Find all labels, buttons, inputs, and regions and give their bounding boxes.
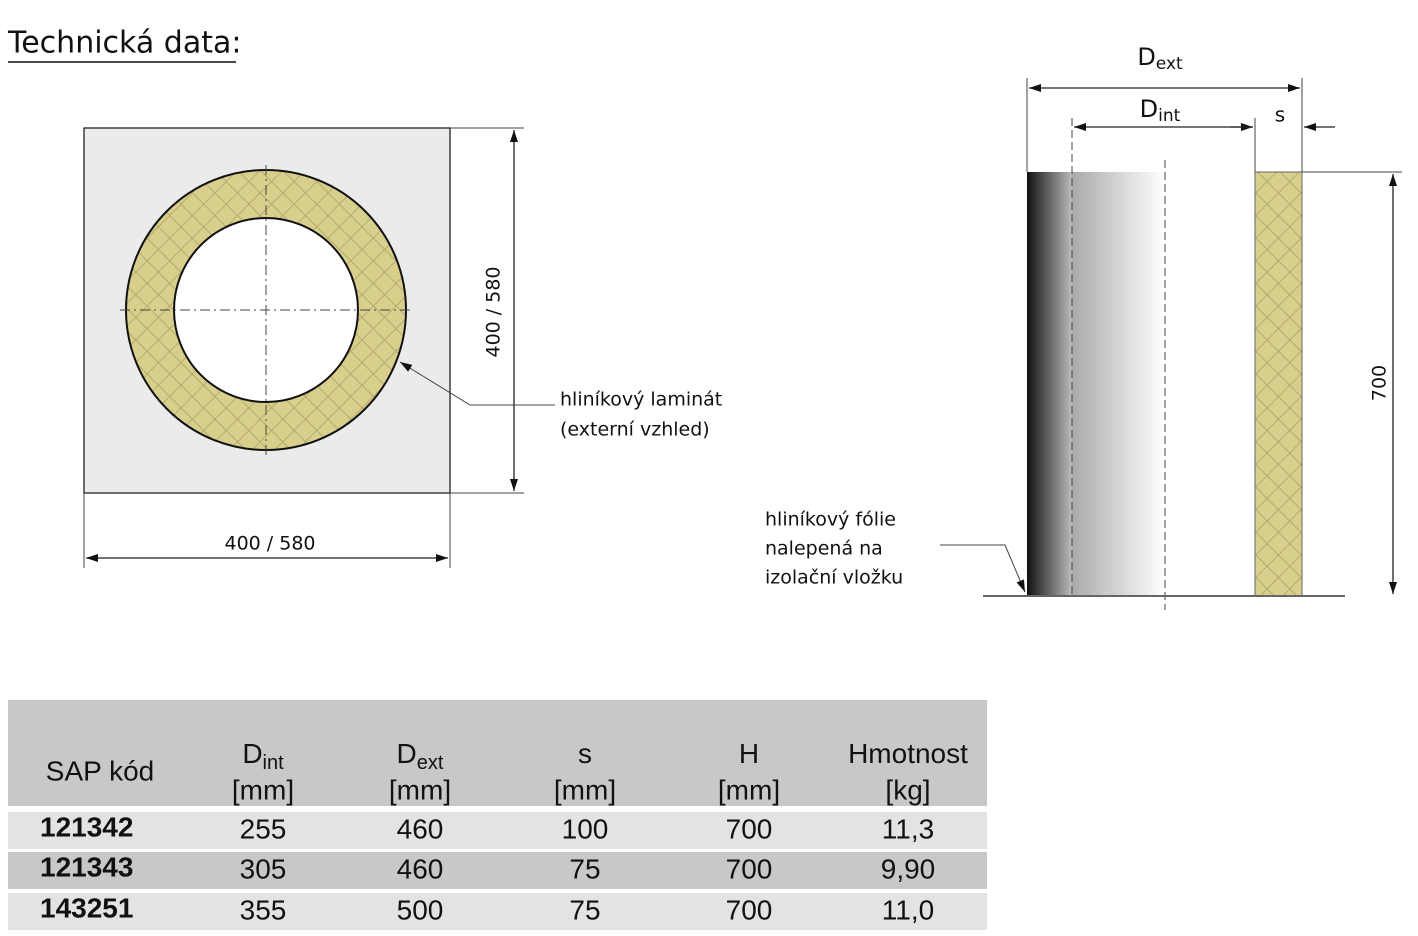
s-label: s <box>1275 103 1285 127</box>
header-unit: [kg] <box>885 774 930 805</box>
table-cell: 700 <box>726 894 773 925</box>
table-cell: 700 <box>726 813 773 844</box>
header-main: Hmotnost <box>848 738 968 769</box>
column-header: Dext <box>397 738 444 774</box>
d-int-label: Dint <box>1140 95 1181 126</box>
header-unit: [mm] <box>718 774 780 805</box>
table-cell: 9,90 <box>881 853 936 884</box>
table-cell: 11,3 <box>882 813 934 844</box>
d-ext-main: D <box>1137 43 1155 71</box>
table-cell: 460 <box>397 853 444 884</box>
header-sub: int <box>263 752 285 774</box>
sap-code: 121343 <box>40 851 133 882</box>
header-main: D <box>242 738 262 769</box>
column-header: H <box>739 738 759 769</box>
table-row <box>8 852 987 889</box>
callout-line: nalepená na <box>765 538 883 560</box>
callout-line: hliníkový laminát <box>560 389 722 411</box>
d-int-main: D <box>1140 95 1158 123</box>
sap-code: 143251 <box>40 892 133 923</box>
width-label: 400 / 580 <box>224 533 315 555</box>
table-cell: 255 <box>240 813 287 844</box>
spec-table: SAP kódDint[mm]Dext[mm]s[mm]H[mm]Hmotnos… <box>8 700 987 930</box>
header-unit: [mm] <box>389 774 451 805</box>
front-view <box>83 127 555 568</box>
table-row <box>8 812 987 849</box>
d-int-sub: int <box>1158 106 1180 126</box>
table-cell: 700 <box>726 853 773 884</box>
table-cell: 355 <box>240 894 287 925</box>
column-header: Dint <box>242 738 284 774</box>
d-ext-sub: ext <box>1156 54 1183 74</box>
table-cell: 100 <box>562 813 609 844</box>
height-label: 700 <box>1369 365 1391 401</box>
sap-code: 121342 <box>40 811 133 842</box>
column-header: SAP kód <box>46 755 154 786</box>
height-label: 400 / 580 <box>483 266 505 357</box>
column-header: s <box>578 738 592 769</box>
header-unit: [mm] <box>554 774 616 805</box>
callout-line: izolační vložku <box>765 567 903 589</box>
table-row <box>8 893 987 930</box>
table-cell: 75 <box>569 853 600 884</box>
header-unit: [mm] <box>232 774 294 805</box>
table-cell: 460 <box>397 813 444 844</box>
d-ext-label: Dext <box>1137 43 1183 74</box>
table-cell: 305 <box>240 853 287 884</box>
table-cell: 75 <box>569 894 600 925</box>
header-main: s <box>578 738 592 769</box>
column-header: Hmotnost <box>848 738 968 769</box>
table-cell: 11,0 <box>882 894 934 925</box>
side-view <box>940 78 1402 610</box>
table-cell: 500 <box>397 894 444 925</box>
callout-line: hliníkový fólie <box>765 509 896 531</box>
header-main: D <box>397 738 417 769</box>
header-sub: ext <box>417 752 444 774</box>
title: Technická data: <box>7 26 241 61</box>
header-main: H <box>739 738 759 769</box>
callout-line: (externí vzhled) <box>560 419 710 441</box>
